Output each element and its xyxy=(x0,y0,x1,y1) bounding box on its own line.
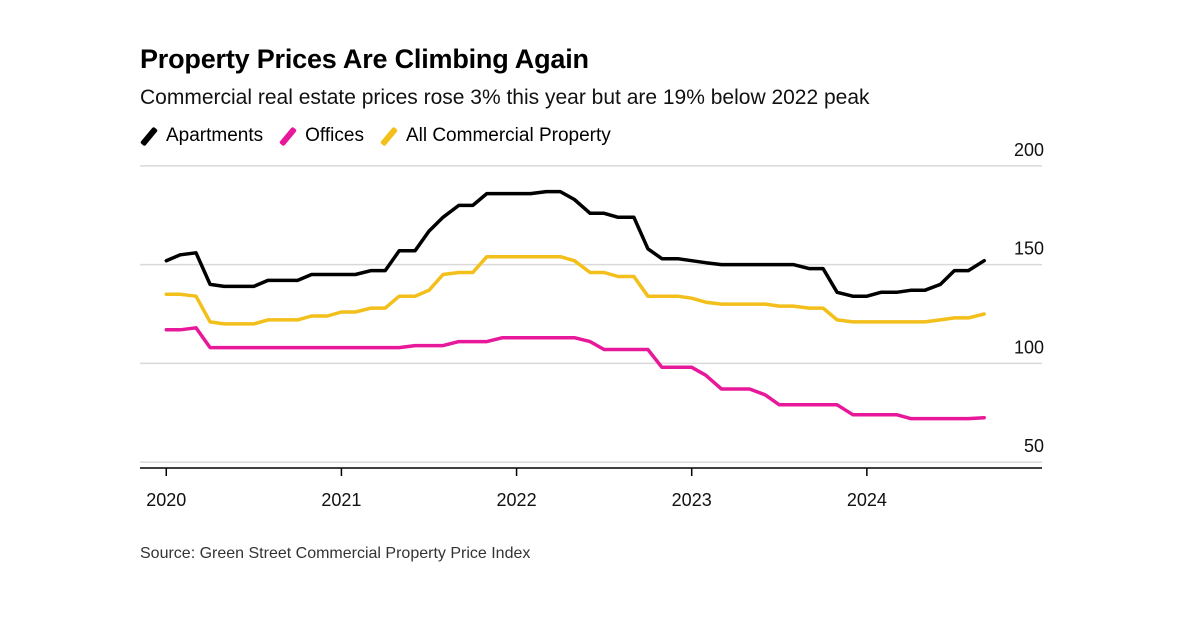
y-tick-label-50: 50 xyxy=(1024,436,1044,456)
legend-item-all-commercial: All Commercial Property xyxy=(379,125,611,147)
x-tick-label-2021: 2021 xyxy=(321,490,361,510)
y-tick-label-100: 100 xyxy=(1014,337,1044,357)
chart-subtitle: Commercial real estate prices rose 3% th… xyxy=(140,86,870,109)
x-tick-label-2023: 2023 xyxy=(672,490,712,510)
x-tick-label-2020: 2020 xyxy=(146,490,186,510)
source-note: Source: Green Street Commercial Property… xyxy=(140,545,531,562)
legend-label-apartments: Apartments xyxy=(166,125,264,146)
legend-label-all-commercial: All Commercial Property xyxy=(405,125,611,146)
legend-item-apartments: Apartments xyxy=(139,125,264,147)
legend-label-offices: Offices xyxy=(305,125,364,146)
legend-item-offices: Offices xyxy=(279,125,364,147)
y-tick-label-150: 150 xyxy=(1014,239,1044,259)
series-line-all-commercial xyxy=(164,254,986,326)
y-tick-label-200: 200 xyxy=(1014,140,1044,160)
x-tick-label-2022: 2022 xyxy=(497,490,537,510)
series-line-apartments xyxy=(164,189,986,298)
x-tick-label-2024: 2024 xyxy=(847,490,887,510)
legend: Apartments Offices All Commercial Proper… xyxy=(139,124,627,148)
chart-title: Property Prices Are Climbing Again xyxy=(140,44,589,74)
series-line-offices xyxy=(164,326,986,421)
